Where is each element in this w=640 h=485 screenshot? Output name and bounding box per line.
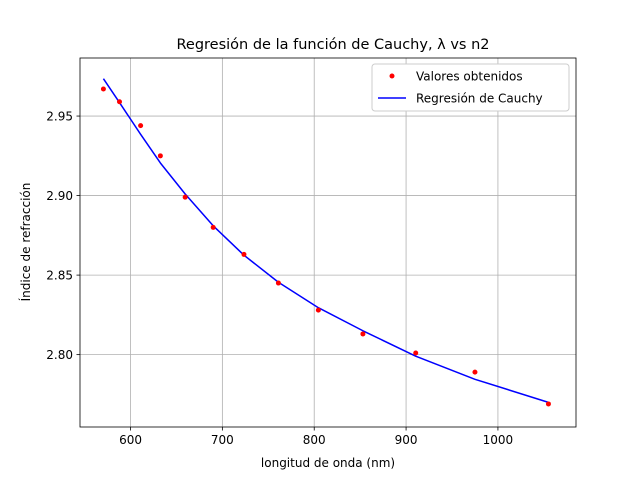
y-tick-label: 2.85 [46,268,73,282]
y-tick-label: 2.80 [46,348,73,362]
x-tick-label: 700 [211,433,234,447]
data-point-valores-obtenidos [241,251,247,257]
x-tick-label: 1000 [483,433,514,447]
data-point-valores-obtenidos [315,307,321,313]
chart-title: Regresión de la función de Cauchy, λ vs … [176,37,489,53]
legend-label-valores-obtenidos: Valores obtenidos [416,70,523,84]
axes-frame [79,57,577,428]
series-layer [100,78,551,407]
data-point-valores-obtenidos [182,194,188,200]
data-point-valores-obtenidos [413,350,419,356]
y-axis-label: Índice de refracción [18,183,33,302]
grid [80,58,576,427]
data-point-valores-obtenidos [138,123,144,129]
plot-area [80,58,576,427]
data-point-valores-obtenidos [210,224,216,230]
data-point-valores-obtenidos [472,369,478,375]
x-axis-label: longitud de onda (nm) [261,456,395,470]
data-point-valores-obtenidos [117,99,122,105]
legend: Valores obtenidos Regresión de Cauchy [371,63,570,112]
data-point-valores-obtenidos [545,401,551,407]
data-point-valores-obtenidos [275,280,281,286]
legend-marker-valores-obtenidos [389,73,395,79]
y-tick-label: 2.90 [46,189,73,203]
ticks: 600 700 800 900 1000 2.80 2.85 2.90 2.95 [46,109,513,447]
x-tick-label: 800 [303,433,326,447]
data-point-valores-obtenidos [157,153,163,159]
legend-label-regresion-de-cauchy: Regresión de Cauchy [416,92,543,106]
x-tick-label: 900 [395,433,418,447]
legend-box [371,63,570,112]
data-point-valores-obtenidos [360,331,366,337]
y-tick-label: 2.95 [46,109,73,123]
data-point-valores-obtenidos [100,86,106,92]
x-tick-label: 600 [119,433,142,447]
